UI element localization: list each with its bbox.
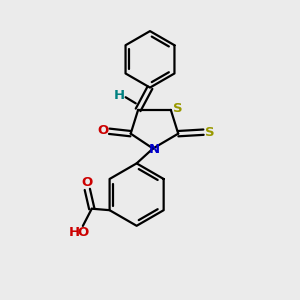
Text: N: N: [148, 143, 160, 156]
Text: H: H: [69, 226, 80, 239]
Text: O: O: [78, 226, 89, 239]
Text: O: O: [98, 124, 109, 137]
Text: S: S: [172, 102, 182, 115]
Text: S: S: [205, 126, 215, 139]
Text: H: H: [114, 89, 125, 102]
Text: O: O: [81, 176, 92, 189]
